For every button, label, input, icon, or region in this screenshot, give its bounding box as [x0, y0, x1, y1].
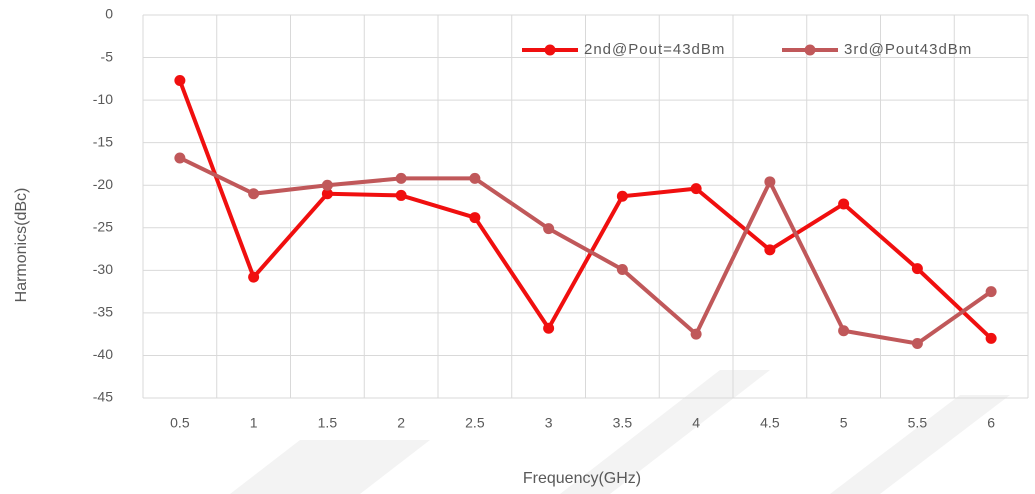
- data-point: [911, 263, 923, 275]
- x-tick-label: 1: [250, 415, 258, 431]
- data-point: [469, 212, 481, 224]
- data-point: [321, 188, 333, 200]
- x-tick-label: 3.5: [613, 415, 633, 431]
- x-tick-label: 2.5: [465, 415, 485, 431]
- series-line: [178, 79, 993, 340]
- legend-label: 2nd@Pout=43dBm: [584, 41, 725, 58]
- y-tick-label: -45: [93, 389, 113, 405]
- data-point: [911, 338, 923, 350]
- series-line: [179, 156, 993, 346]
- y-tick-label: -35: [93, 304, 113, 320]
- x-tick-label: 4.5: [760, 415, 780, 431]
- data-point: [248, 188, 260, 200]
- x-tick-label: 2: [397, 415, 405, 431]
- y-tick-label: -25: [93, 218, 113, 234]
- data-point: [985, 286, 997, 298]
- data-point: [543, 223, 555, 235]
- data-point: [174, 152, 186, 164]
- data-point: [764, 176, 776, 188]
- legend-marker: [544, 44, 556, 56]
- x-tick-label: 1.5: [318, 415, 338, 431]
- legend-marker: [804, 44, 816, 56]
- y-tick-label: -30: [93, 261, 113, 277]
- y-tick-label: 0: [105, 6, 113, 22]
- background-watermark: [230, 370, 1010, 494]
- x-tick-label: 3: [545, 415, 553, 431]
- data-point: [395, 172, 407, 184]
- data-point: [616, 263, 628, 275]
- data-point: [985, 332, 997, 344]
- data-point: [690, 328, 702, 340]
- y-tick-label: -15: [93, 133, 113, 149]
- data-point: [764, 244, 776, 256]
- data-point: [543, 322, 555, 334]
- data-point: [616, 190, 628, 202]
- y-axis-label: Harmonics(dBc): [13, 188, 30, 303]
- y-tick-label: -40: [93, 346, 113, 362]
- y-tick-label: -20: [93, 176, 113, 192]
- data-point: [248, 271, 260, 283]
- data-point: [838, 198, 850, 210]
- data-point: [838, 325, 850, 337]
- legend-label: 3rd@Pout43dBm: [844, 41, 972, 58]
- x-axis-label: Frequency(GHz): [523, 470, 641, 487]
- x-tick-label: 5.5: [908, 415, 928, 431]
- x-tick-label: 6: [987, 415, 995, 431]
- x-tick-label: 0.5: [170, 415, 190, 431]
- y-tick-label: -5: [101, 48, 114, 64]
- data-point: [690, 183, 702, 195]
- data-point: [395, 189, 407, 201]
- data-point: [469, 172, 481, 184]
- x-tick-label: 5: [840, 415, 848, 431]
- data-point: [174, 75, 186, 87]
- data-point: [321, 179, 333, 191]
- x-tick-label: 4: [692, 415, 700, 431]
- y-tick-label: -10: [93, 91, 113, 107]
